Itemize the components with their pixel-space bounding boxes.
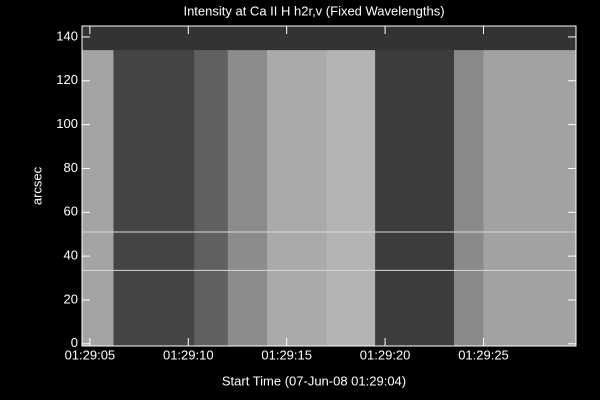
image-band (453, 50, 484, 346)
y-tick-label: 60 (64, 204, 78, 219)
x-tick-label: 01:29:15 (261, 347, 312, 362)
y-tick-label: 0 (71, 335, 78, 350)
y-tick-label: 40 (64, 248, 78, 263)
x-tick-label: 01:29:05 (65, 347, 116, 362)
x-tick-label: 01:29:25 (458, 347, 509, 362)
image-band (267, 50, 327, 346)
y-tick-label: 100 (56, 116, 78, 131)
x-tick-label: 01:29:10 (163, 347, 214, 362)
image-band (483, 50, 576, 346)
image-band (375, 50, 454, 346)
y-axis-label: arcsec (29, 166, 44, 205)
y-tick-label: 140 (56, 28, 78, 43)
image-band (227, 50, 268, 346)
plot-frame (81, 25, 577, 347)
chart-title: Intensity at Ca II H h2r,v (Fixed Wavele… (183, 3, 444, 18)
image-band (113, 50, 195, 346)
x-tick-label: 01:29:20 (360, 347, 411, 362)
y-tick-label: 120 (56, 72, 78, 87)
x-axis-label: Start Time (07-Jun-08 01:29:04) (222, 373, 406, 388)
image-band (194, 50, 228, 346)
y-tick-label: 80 (64, 160, 78, 175)
y-tick-label: 20 (64, 291, 78, 306)
image-band (82, 50, 114, 346)
image-band (326, 50, 376, 346)
